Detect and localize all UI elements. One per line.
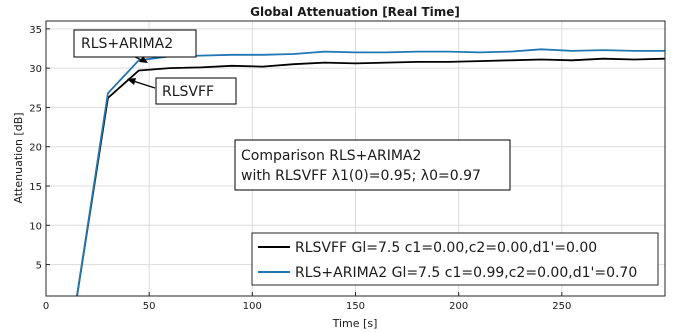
x-tick-label: 250 (552, 301, 571, 312)
y-axis-label: Attenuation [dB] (12, 112, 25, 203)
y-tick-label: 35 (29, 25, 42, 36)
annotation-rls-arima: RLS+ARIMA2 (73, 29, 197, 63)
annotation-rlsvff: RLSVFF (127, 77, 237, 105)
legend-box (251, 232, 659, 286)
x-tick-label: 0 (43, 301, 49, 312)
y-tick-label: 15 (29, 182, 42, 193)
arrowhead-rlsvff (127, 78, 136, 85)
annotation-box-rlsvff (155, 77, 237, 105)
y-tick-label: 10 (29, 221, 42, 232)
x-tick-label: 200 (449, 301, 468, 312)
x-tick-label: 50 (143, 301, 156, 312)
comparison-box (234, 139, 511, 191)
arrowhead-rls-arima (139, 56, 148, 63)
annotation-box-rls-arima (73, 29, 197, 58)
series-line-0 (76, 57, 666, 297)
x-tick-label: 100 (243, 301, 262, 312)
annotation-text-rlsvff: RLSVFF (162, 84, 214, 100)
y-tick-label: 5 (36, 261, 42, 272)
comparison-line-1: Comparison RLS+ARIMA2 (241, 148, 421, 164)
legend-label-rlsvff: RLSVFF Gl=7.5 c1=0.00,c2=0.00,d1'=0.00 (295, 240, 597, 256)
tick-labels: 0 50 100 150 200 250 5 10 15 20 25 30 35 (29, 25, 666, 312)
legend-label-rls-arima: RLS+ARIMA2 Gl=7.5 c1=0.99,c2=0.00,d1'=0.… (295, 265, 637, 281)
comparison-note: Comparison RLS+ARIMA2 with RLSVFF λ1(0)=… (234, 139, 511, 191)
y-tick-label: 30 (29, 64, 42, 75)
annotation-text-rls-arima: RLS+ARIMA2 (81, 36, 173, 52)
chart-title: Global Attenuation [Real Time] (250, 5, 460, 19)
y-tick-label: 25 (29, 103, 42, 114)
comparison-line-2: with RLSVFF λ1(0)=0.95; λ0=0.97 (241, 168, 481, 184)
x-tick-label: 150 (346, 301, 365, 312)
y-tick-label: 20 (29, 143, 42, 154)
x-axis-label: Time [s] (332, 317, 378, 330)
legend: RLSVFF Gl=7.5 c1=0.00,c2=0.00,d1'=0.00 R… (251, 232, 659, 286)
